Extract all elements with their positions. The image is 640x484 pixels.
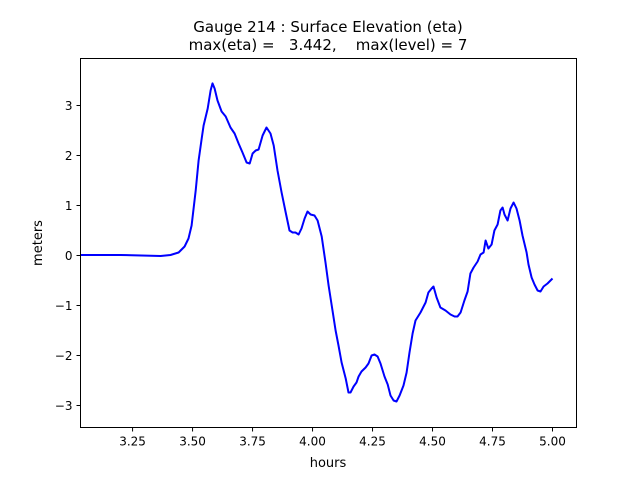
y-tick-label: 0: [65, 249, 73, 263]
y-axis-label: meters: [31, 220, 46, 266]
y-tick-label: −3: [55, 399, 73, 413]
x-tick-label: 5.00: [539, 435, 566, 449]
x-axis-label: hours: [310, 456, 347, 471]
y-tick-label: 1: [65, 199, 73, 213]
plot-frame: [80, 58, 577, 428]
x-tick-label: 4.75: [479, 435, 506, 449]
chart-title: Gauge 214 : Surface Elevation (eta): [193, 18, 462, 36]
x-tick-label: 3.25: [119, 435, 146, 449]
x-tick-label: 4.00: [299, 435, 326, 449]
x-tick-label: 3.75: [239, 435, 266, 449]
chart-subtitle: max(eta) = 3.442, max(level) = 7: [189, 36, 468, 54]
series-line-eta: [80, 82, 554, 403]
y-tick-label: 2: [65, 149, 73, 163]
x-tick-label: 4.25: [359, 435, 386, 449]
y-tick-label: −1: [55, 299, 73, 313]
y-tick-label: 3: [65, 99, 73, 113]
y-tick-label: −2: [55, 349, 73, 363]
x-tick-label: 3.50: [179, 435, 206, 449]
x-tick-label: 4.50: [419, 435, 446, 449]
